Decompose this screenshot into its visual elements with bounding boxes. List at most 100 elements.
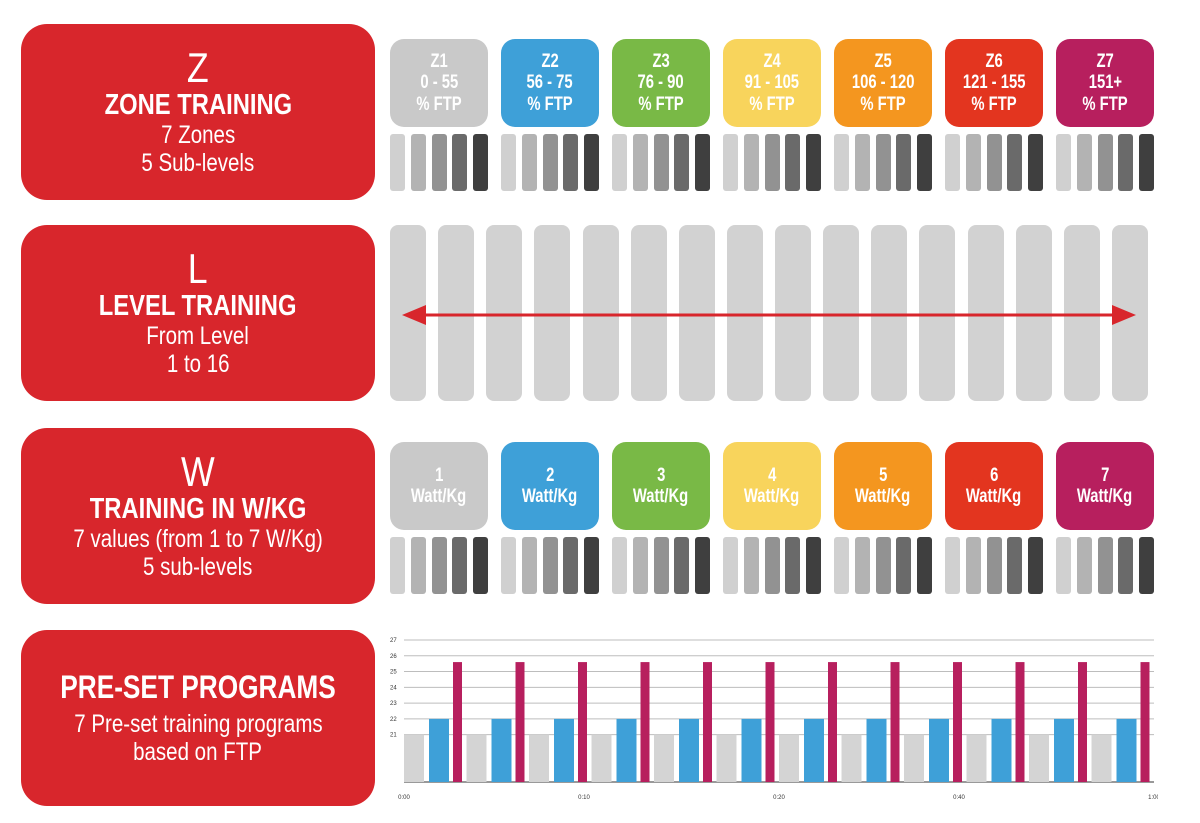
sublevel-bar	[431, 134, 447, 191]
sublevel-bar	[612, 134, 627, 191]
chart-bar	[453, 662, 462, 782]
sublevel-bar	[986, 537, 1002, 594]
zone-box-3: Z3 76 - 90% FTP	[612, 39, 710, 127]
chart-bar	[1054, 718, 1074, 782]
zone-unit: % FTP	[860, 93, 906, 115]
chart-bar	[429, 718, 449, 782]
zone-sublevel-bars	[834, 134, 932, 191]
zone-col-6: Z6 121 - 155% FTP	[945, 39, 1043, 191]
chart-bar	[991, 718, 1012, 782]
wkg-box-3: 3 Watt/Kg	[612, 442, 710, 530]
level-bar	[967, 225, 1004, 401]
sublevel-bar	[542, 134, 558, 191]
zone-name: Z6	[985, 51, 1003, 73]
sublevel-bar	[965, 537, 981, 594]
wkg-unit: Watt/Kg	[744, 486, 800, 507]
sublevel-bar	[695, 134, 710, 191]
preset-title: PRE-SET PROGRAMS	[60, 669, 336, 706]
sublevel-bar	[945, 134, 960, 191]
sublevel-bar	[1056, 134, 1071, 191]
level-bar	[823, 225, 860, 401]
wkg-value: 7	[1100, 464, 1110, 486]
wkg-col-4: 4 Watt/Kg	[723, 442, 821, 594]
wkg-box-5: 5 Watt/Kg	[834, 442, 932, 530]
zone-col-7: Z7 151+% FTP	[1056, 39, 1154, 191]
zone-box-1: Z1 0 - 55% FTP	[390, 39, 488, 127]
sublevel-bar	[986, 134, 1002, 191]
zone-range: 56 - 75	[526, 72, 574, 94]
sublevel-bar	[917, 537, 932, 594]
chart-bar	[1091, 734, 1112, 782]
level-bar	[919, 225, 956, 401]
chart-bar	[953, 662, 962, 782]
preset-line1: 7 Pre-set training programs	[73, 709, 323, 738]
level-bars	[390, 225, 1148, 401]
sublevel-bar	[785, 134, 801, 191]
y-tick-label: 24	[390, 685, 397, 691]
sublevel-bar	[632, 537, 648, 594]
level-letter: L	[188, 244, 208, 292]
wkg-value: 2	[545, 464, 555, 486]
level-bar	[486, 225, 523, 401]
sublevel-bar	[501, 134, 516, 191]
sublevel-bar	[875, 134, 891, 191]
y-tick-label: 27	[390, 638, 397, 644]
chart-bar	[1029, 734, 1049, 782]
zone-range: 91 - 105	[744, 72, 800, 94]
sublevel-bar	[875, 537, 891, 594]
wkg-sublevel-bars	[501, 537, 599, 594]
wkg-col-2: 2 Watt/Kg	[501, 442, 599, 594]
double-arrow-icon	[402, 305, 1136, 325]
zone-range: 76 - 90	[637, 72, 685, 94]
sublevel-bar	[653, 134, 669, 191]
sublevel-bar	[854, 134, 870, 191]
level-bar	[630, 225, 667, 401]
preset-line2: based on FTP	[133, 737, 263, 766]
sublevel-bar	[501, 537, 516, 594]
x-tick-label: 0:10	[578, 795, 590, 801]
zone-letter: Z	[187, 43, 209, 91]
wkg-box-4: 4 Watt/Kg	[723, 442, 821, 530]
sublevel-bar	[674, 537, 690, 594]
chart-bar	[703, 662, 712, 782]
sublevel-bar	[521, 537, 537, 594]
zone-sublevel-bars	[390, 134, 488, 191]
chart-bar	[640, 662, 650, 782]
sublevel-bar	[806, 537, 821, 594]
chart-bar	[966, 734, 987, 782]
sublevel-bar	[945, 537, 960, 594]
sublevel-bar	[521, 134, 537, 191]
sublevel-bar	[1056, 537, 1071, 594]
zone-name: Z7	[1096, 51, 1114, 73]
preset-program-chart: 21 22 23 24 25 26 27 0:00 0:10 0:20 0:40 1:00	[390, 638, 1158, 801]
wkg-box-6: 6 Watt/Kg	[945, 442, 1043, 530]
zone-boxes-row: Z1 0 - 55% FTP Z2 56 - 75% FTP Z3 76 - 90% FT…	[390, 39, 1154, 191]
sublevel-bar	[743, 134, 759, 191]
wkg-sublevel-bars	[1056, 537, 1154, 594]
zone-box-2: Z2 56 - 75% FTP	[501, 39, 599, 127]
wkg-sublevel-bars	[612, 537, 710, 594]
wkg-unit: Watt/Kg	[966, 486, 1022, 507]
wkg-sublevel-bars	[723, 537, 821, 594]
sublevel-bar	[785, 537, 801, 594]
zone-name: Z3	[652, 51, 670, 73]
level-bar	[871, 225, 908, 401]
zone-box-4: Z4 91 - 105% FTP	[723, 39, 821, 127]
zone-col-1: Z1 0 - 55% FTP	[390, 39, 488, 191]
wkg-boxes-row: 1 Watt/Kg 2 Watt/Kg 3 Watt/Kg 4 Watt/Kg 5 Watt/Kg…	[390, 442, 1154, 594]
y-tick-label: 25	[390, 670, 397, 676]
level-bar	[775, 225, 812, 401]
wkg-training-panel: W TRAINING IN W/KG 7 values (from 1 to 7…	[21, 428, 375, 604]
chart-bar	[929, 718, 949, 782]
zone-col-2: Z2 56 - 75% FTP	[501, 39, 599, 191]
level-line1: From Level	[146, 322, 250, 351]
sublevel-bar	[1028, 537, 1043, 594]
y-tick-label: 26	[390, 654, 397, 660]
zone-name: Z1	[430, 51, 448, 73]
wkg-value: 4	[767, 464, 777, 486]
sublevel-bar	[965, 134, 981, 191]
zone-training-panel: Z ZONE TRAINING 7 Zones 5 Sub-levels	[21, 24, 375, 200]
chart-bar	[529, 734, 549, 782]
chart-bar	[404, 734, 424, 782]
sublevel-bar	[1007, 537, 1023, 594]
